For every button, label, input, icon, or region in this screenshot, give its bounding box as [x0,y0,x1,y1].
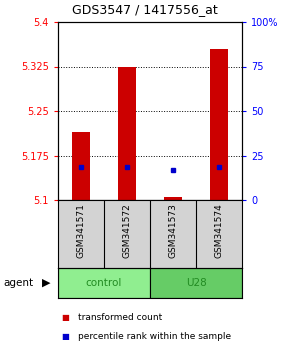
Text: GSM341572: GSM341572 [122,204,131,258]
Text: GSM341573: GSM341573 [168,204,177,258]
Bar [72,132,90,200]
Bar [150,268,242,298]
Bar [58,268,150,298]
Text: ■: ■ [61,313,69,322]
Text: GSM341574: GSM341574 [215,204,224,258]
Text: transformed count: transformed count [78,313,163,322]
Text: U28: U28 [186,278,206,288]
Bar [164,197,182,200]
Text: control: control [86,278,122,288]
Text: GDS3547 / 1417556_at: GDS3547 / 1417556_at [72,4,218,17]
Text: ■: ■ [61,332,69,342]
Text: percentile rank within the sample: percentile rank within the sample [78,332,231,342]
Text: GSM341571: GSM341571 [77,204,86,258]
Text: agent: agent [3,278,33,288]
Text: ▶: ▶ [42,278,50,288]
Bar [210,49,228,200]
Bar [118,67,136,200]
